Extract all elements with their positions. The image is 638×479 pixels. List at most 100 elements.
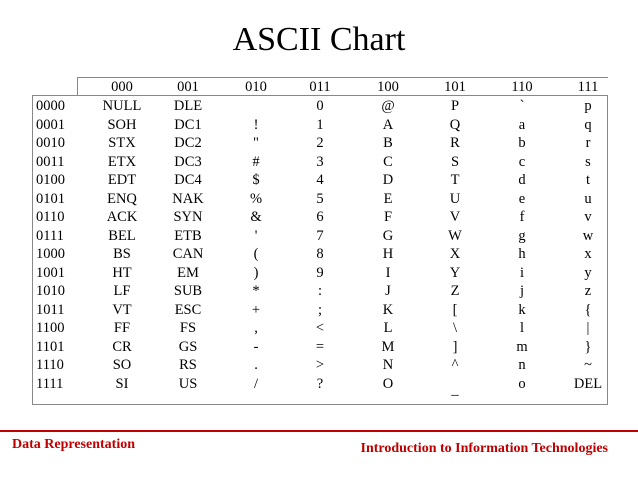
table-cell: >	[315, 357, 325, 373]
table-cell: l	[519, 320, 525, 336]
row-label: 0110	[36, 209, 65, 225]
table-cell: &	[250, 209, 262, 225]
table-cell: ~	[584, 357, 592, 373]
table-cell: j	[519, 283, 525, 299]
table-cell: k	[518, 301, 526, 318]
column-header: 011	[309, 79, 331, 95]
table-cell: .	[254, 357, 258, 373]
column-header: 111	[577, 79, 599, 95]
table-cell: N	[382, 357, 394, 373]
table-cell: b	[518, 135, 526, 151]
table-cell: CR	[112, 338, 132, 355]
table-cell: SUB	[173, 283, 203, 299]
table-cell: J	[385, 283, 391, 299]
table-cell: n	[518, 357, 526, 373]
table-cell: RS	[179, 357, 197, 373]
table-cell: ENQ	[107, 190, 137, 207]
row-label: 1110	[36, 357, 64, 373]
table-cell: -	[253, 338, 259, 355]
row-label: 1000	[36, 246, 65, 262]
table-cell: g	[518, 227, 526, 244]
table-cell: SYN	[173, 209, 203, 225]
row-label: 0100	[36, 172, 65, 188]
table-cell: ]	[452, 338, 458, 355]
table-cell: ETX	[107, 153, 137, 170]
table-cell: BS	[113, 246, 131, 262]
table-cell	[226, 97, 286, 116]
table-cell: [	[452, 301, 458, 318]
row-label: 0111	[36, 227, 64, 244]
footer-right-label: Introduction to Information Technologies	[360, 441, 609, 456]
table-cell: :	[317, 283, 323, 299]
table-cell: EM	[177, 264, 199, 281]
table-cell: 5	[316, 190, 324, 207]
table-cell: SO	[112, 357, 132, 373]
table-cell: NAK	[172, 190, 204, 207]
table-cell: NULL	[102, 98, 142, 114]
table-cell: I	[385, 264, 391, 281]
table-cell: C	[383, 153, 393, 170]
table-cell: *	[252, 283, 260, 299]
column-header: 100	[377, 79, 399, 95]
table-cell: L	[383, 320, 393, 336]
table-cell: #	[252, 153, 260, 170]
table-cell: |	[586, 320, 590, 336]
table-cell: h	[518, 246, 526, 262]
table-cell: !	[253, 116, 259, 133]
table-cell: ,	[254, 320, 258, 336]
table-cell: "	[253, 135, 259, 151]
table-cell: SI	[115, 375, 129, 392]
table-cell: v	[584, 209, 592, 225]
table-cell: ACK	[106, 209, 138, 225]
table-cell: M	[381, 338, 395, 355]
table-cell: ?	[316, 375, 324, 392]
table-cell: t	[585, 172, 591, 188]
table-cell: HT	[112, 264, 132, 281]
ascii-table: 000 001 010 011 100 101 110 111 0000 NULL DLE 0 @ P ` p…	[22, 77, 608, 405]
table-cell: 2	[316, 135, 324, 151]
table-cell: {	[584, 301, 592, 318]
column-header: 001	[177, 79, 199, 95]
table-cell: _	[451, 381, 459, 398]
table-cell: U	[449, 190, 461, 207]
table-cell: Q	[449, 116, 461, 133]
column-header: 010	[245, 79, 267, 95]
table-cell: )	[253, 264, 259, 281]
table-cell: T	[450, 172, 460, 188]
table-cell: LF	[113, 283, 131, 299]
table-header-border	[77, 77, 608, 78]
table-cell: e	[518, 190, 526, 207]
row-label: 1011	[36, 301, 65, 318]
table-cell: 6	[316, 209, 324, 225]
table-cell: BEL	[108, 227, 136, 244]
row-label: 1001	[36, 264, 65, 281]
table-cell: r	[585, 135, 591, 151]
table-cell: '	[254, 227, 258, 244]
table-cell: SOH	[107, 116, 137, 133]
row-label: 1111	[36, 375, 64, 392]
table-cell: s	[585, 153, 591, 170]
table-cell: %	[249, 190, 263, 207]
table-cell: $	[252, 172, 260, 188]
table-cell: 4	[316, 172, 324, 188]
table-cell: B	[383, 135, 393, 151]
table-cell: y	[584, 264, 592, 281]
table-cell: 8	[316, 246, 324, 262]
table-cell: f	[519, 209, 525, 225]
table-body-border	[32, 95, 608, 405]
table-header-left-border	[77, 77, 78, 95]
table-cell: DC2	[174, 135, 202, 151]
table-cell: Z	[450, 283, 460, 299]
table-cell: FS	[179, 320, 197, 336]
table-cell: p	[584, 98, 592, 114]
row-label: 1100	[36, 320, 65, 336]
table-cell: VT	[112, 301, 132, 318]
table-cell: =	[315, 338, 325, 355]
table-cell: DEL	[573, 375, 603, 392]
table-cell: S	[450, 153, 460, 170]
footer-left-label: Data Representation	[12, 437, 136, 452]
table-cell: w	[582, 227, 594, 244]
column-header: 101	[444, 79, 466, 95]
row-label: 1010	[36, 283, 65, 299]
table-cell: ;	[317, 301, 323, 318]
